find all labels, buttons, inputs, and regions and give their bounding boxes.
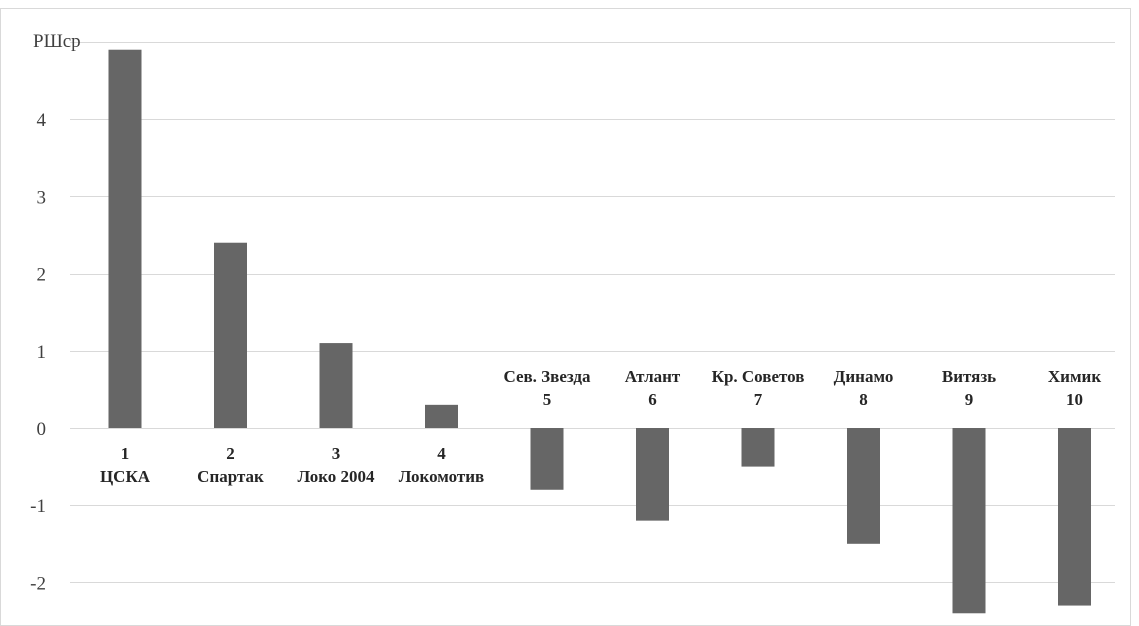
category-name: Кр. Советов: [712, 367, 805, 386]
bar: [319, 343, 353, 428]
category-rank: 2: [226, 444, 235, 463]
y-tick-label: 4: [37, 110, 47, 131]
category-rank: 8: [859, 390, 868, 409]
category-name: ЦСКА: [100, 467, 151, 486]
category-label: 4 Локомотив: [399, 444, 484, 486]
bars: [108, 49, 1091, 614]
bar: [214, 242, 247, 428]
category-label: Динамо 8: [834, 367, 894, 409]
bar: [741, 428, 775, 467]
bar: [108, 49, 142, 428]
category-rank: 9: [965, 390, 974, 409]
category-rank: 4: [437, 444, 446, 463]
bar: [530, 428, 564, 490]
y-tick-labels: -2 -1 0 1 2 3 4: [30, 110, 46, 594]
category-name: Динамо: [834, 367, 894, 386]
category-label: Кр. Советов 7: [712, 367, 805, 409]
category-rank: 6: [648, 390, 657, 409]
bar: [425, 404, 458, 428]
category-name: Локомотив: [399, 467, 484, 486]
category-label: Химик 10: [1048, 367, 1101, 409]
category-name: Спартак: [197, 467, 264, 486]
bar: [847, 428, 880, 544]
category-labels: 1 ЦСКА 2 Спартак 3 Локо 2004 4 Локомотив Сев. Зв…: [100, 367, 1101, 486]
category-label: 3 Локо 2004: [297, 444, 375, 486]
y-tick-label: 3: [37, 187, 47, 208]
y-tick-label: 2: [37, 265, 47, 286]
y-tick-label: 1: [37, 342, 47, 363]
category-rank: 3: [332, 444, 341, 463]
category-name: Химик: [1048, 367, 1101, 386]
category-label: Сев. Звезда 5: [503, 367, 591, 409]
category-name: Атлант: [625, 367, 681, 386]
y-tick-label: 0: [37, 419, 47, 440]
category-rank: 7: [754, 390, 763, 409]
category-label: 1 ЦСКА: [100, 444, 151, 486]
category-name: Витязь: [942, 367, 996, 386]
bar: [636, 428, 669, 521]
category-rank: 10: [1066, 390, 1083, 409]
bar: [952, 428, 986, 614]
category-rank: 5: [543, 390, 552, 409]
category-label: Витязь 9: [942, 367, 996, 409]
category-label: Атлант 6: [625, 367, 681, 409]
category-name: Сев. Звезда: [503, 367, 591, 386]
y-axis-label: РШср: [33, 31, 81, 52]
bar: [1058, 428, 1091, 606]
category-label: 2 Спартак: [197, 444, 264, 486]
y-tick-label: -2: [30, 573, 46, 594]
y-tick-label: -1: [30, 496, 46, 517]
category-rank: 1: [121, 444, 130, 463]
category-name: Локо 2004: [297, 467, 375, 486]
